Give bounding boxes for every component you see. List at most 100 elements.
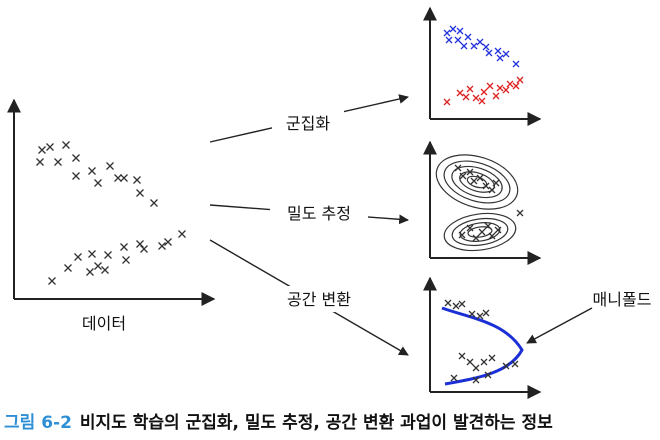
data-point xyxy=(38,146,46,154)
data-point xyxy=(120,243,128,251)
cluster-b-point xyxy=(443,98,451,106)
lower-contour xyxy=(467,226,493,238)
data-point xyxy=(48,277,56,285)
cluster-a-point xyxy=(443,29,451,37)
unsupervised-learning-diagram: 데이터 군집화 밀도 추정 공간 변환 xyxy=(6,6,652,399)
cluster-a-point xyxy=(464,33,472,41)
density-point xyxy=(484,222,492,230)
density-point xyxy=(472,234,480,242)
cluster-a-point xyxy=(454,36,462,44)
density-point xyxy=(494,226,502,234)
data-point xyxy=(86,268,94,276)
transform-points xyxy=(444,299,519,384)
clustering-label: 군집화 xyxy=(286,114,330,133)
manifold-curve xyxy=(441,306,524,386)
cluster-a-point xyxy=(496,54,504,62)
density-point xyxy=(516,209,524,217)
data-point xyxy=(178,230,186,238)
density-point xyxy=(459,172,467,180)
lower-contour xyxy=(443,212,517,252)
cluster-b-point xyxy=(486,82,494,90)
data-point xyxy=(101,266,109,274)
clustering-plot-axes xyxy=(423,6,542,126)
transform-point xyxy=(444,299,452,307)
density-plot-axes xyxy=(423,140,542,265)
data-point xyxy=(120,174,128,182)
cluster-a-point xyxy=(449,25,457,33)
upper-contour xyxy=(443,160,511,204)
cluster-b-point xyxy=(496,84,504,92)
density-contours xyxy=(435,154,519,252)
data-point xyxy=(54,158,62,166)
manifold-label: 매니폴드 xyxy=(593,290,652,309)
data-point xyxy=(150,199,158,207)
data-point xyxy=(136,189,144,197)
cluster-b-point xyxy=(462,93,470,101)
cluster-b-points xyxy=(443,76,524,106)
space-transform-label: 공간 변환 xyxy=(287,290,351,309)
transform-point xyxy=(502,362,510,370)
data-point xyxy=(72,154,80,162)
transform-point xyxy=(458,352,466,360)
data-point xyxy=(94,262,102,270)
label-bg-density xyxy=(270,200,368,226)
density-point xyxy=(482,182,490,190)
clustering-plot xyxy=(423,6,542,126)
cluster-a-point xyxy=(476,38,484,46)
cluster-a-point xyxy=(502,50,510,58)
data-point xyxy=(136,240,144,248)
cluster-a-point xyxy=(470,42,478,50)
data-plot-axes xyxy=(6,98,216,306)
transform-point xyxy=(482,309,490,317)
lower-contour xyxy=(451,217,509,247)
data-point xyxy=(158,242,166,250)
data-point xyxy=(88,167,96,175)
figure-caption: 그림 6-2 비지도 학습의 군집화, 밀도 추정, 공간 변환 과업이 발견하는… xyxy=(4,410,656,436)
density-point xyxy=(492,179,500,187)
label-bg-clustering xyxy=(272,110,344,136)
data-point xyxy=(72,172,80,180)
data-plot: 데이터 xyxy=(6,98,216,333)
cluster-b-point xyxy=(516,76,524,84)
cluster-a-point xyxy=(460,42,468,50)
transform-point xyxy=(511,360,519,368)
transform-point xyxy=(458,300,466,308)
density-plot xyxy=(423,140,542,265)
density-point xyxy=(476,174,484,182)
density-point xyxy=(488,232,496,240)
cluster-b-point xyxy=(466,85,474,93)
transform-point xyxy=(484,371,492,379)
transform-point xyxy=(466,358,474,366)
density-point xyxy=(466,168,474,176)
figure-number: 그림 6-2 xyxy=(4,413,72,433)
manifold-pointer-arrow xyxy=(526,307,593,344)
density-point xyxy=(466,224,474,232)
density-estimation-label: 밀도 추정 xyxy=(287,204,351,223)
data-point xyxy=(74,253,82,261)
cluster-b-point xyxy=(512,82,520,90)
cluster-b-point xyxy=(502,86,510,94)
transform-point xyxy=(452,302,460,310)
data-label: 데이터 xyxy=(82,314,126,333)
transform-point xyxy=(476,312,484,320)
data-point xyxy=(140,245,148,253)
data-point xyxy=(62,141,70,149)
cluster-b-point xyxy=(506,80,514,88)
cluster-b-point xyxy=(480,88,488,96)
cluster-a-point xyxy=(482,43,490,51)
density-point xyxy=(470,177,478,185)
density-point xyxy=(478,228,486,236)
data-point xyxy=(36,158,44,166)
data-point xyxy=(122,256,130,264)
data-point xyxy=(106,162,114,170)
transform-point xyxy=(488,354,496,362)
data-point xyxy=(46,143,54,151)
cluster-a-point xyxy=(494,47,502,55)
upper-contour xyxy=(451,165,503,199)
cluster-b-point xyxy=(478,97,486,105)
data-point xyxy=(104,251,112,259)
figure-caption-text: 비지도 학습의 군집화, 밀도 추정, 공간 변환 과업이 발견하는 정보 xyxy=(79,413,553,433)
data-point xyxy=(133,176,141,184)
cluster-a-point xyxy=(456,27,464,35)
label-bg-transform xyxy=(270,286,368,312)
